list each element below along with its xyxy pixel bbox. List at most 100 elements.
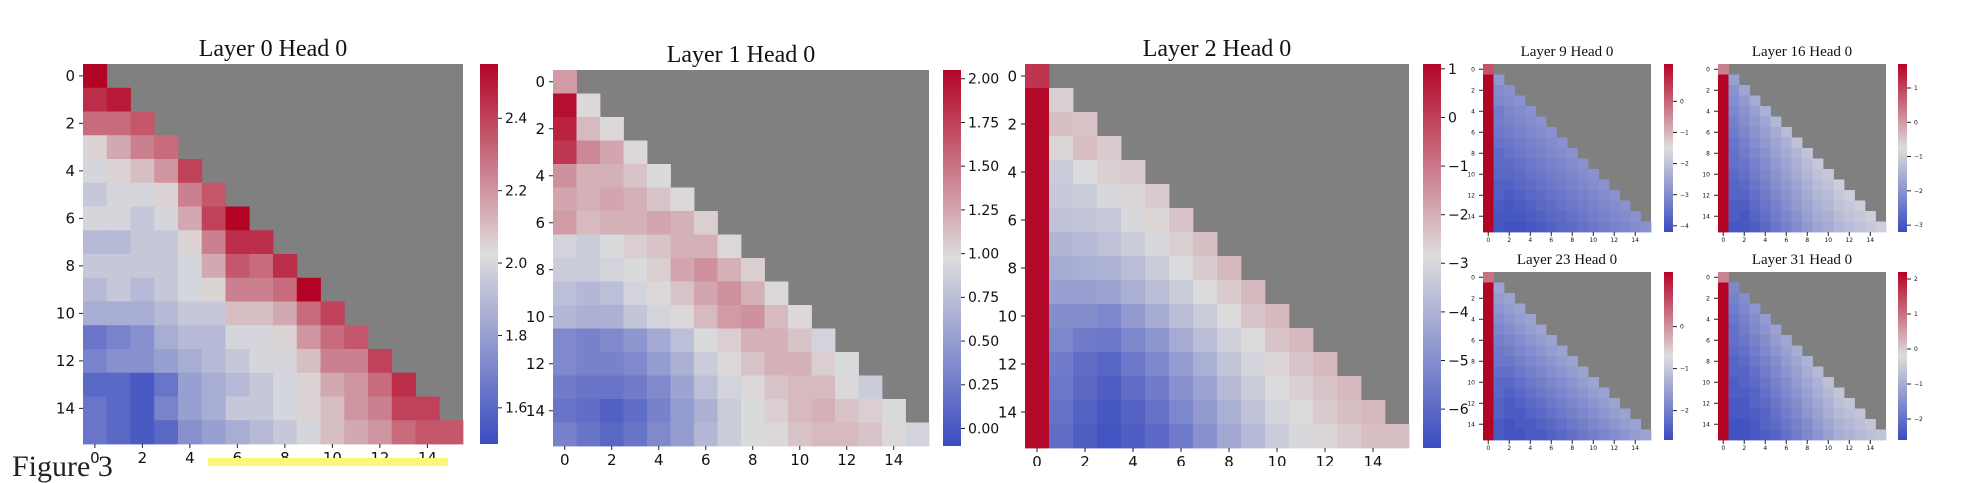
- heatmap-cell: [1577, 179, 1589, 191]
- colorbar-tick-label: −2: [1914, 416, 1923, 423]
- heatmap-cell: [320, 372, 345, 397]
- heatmap-cell: [1169, 208, 1194, 233]
- heatmap-cell: [1749, 127, 1761, 138]
- heatmap-cell: [1567, 377, 1578, 388]
- y-tick-label: 10: [1467, 379, 1475, 386]
- heatmap-cell: [154, 230, 179, 255]
- y-tick-label: 4: [1007, 163, 1017, 181]
- y-tick-label: 2: [1007, 115, 1017, 133]
- heatmap-cell: [1770, 377, 1782, 388]
- heatmap-cell: [1525, 106, 1536, 117]
- heatmap-cell: [764, 281, 789, 306]
- heatmap-cell: [1169, 256, 1194, 281]
- heatmap-cell: [1718, 148, 1729, 159]
- heatmap-cell: [1598, 408, 1610, 420]
- heatmap-cell: [670, 399, 695, 423]
- heatmap-cell: [623, 281, 648, 306]
- heatmap-cell: [576, 399, 601, 423]
- heatmap-cell: [1567, 190, 1578, 201]
- heatmap-cell: [273, 372, 298, 397]
- caption-highlight: [208, 458, 448, 466]
- heatmap-cell: [835, 375, 859, 400]
- heatmap-cell: [1749, 169, 1761, 180]
- heatmap-cell: [694, 422, 718, 447]
- heatmap-cell: [1770, 366, 1782, 378]
- x-tick-label: 12: [1315, 453, 1334, 466]
- heatmap-cell: [296, 325, 321, 350]
- heatmap-cell: [1823, 387, 1834, 399]
- heatmap-cell: [249, 396, 274, 421]
- heatmap-cell: [106, 254, 131, 279]
- x-tick-label: 10: [1589, 445, 1597, 452]
- heatmap-cell: [1781, 377, 1792, 388]
- heatmap-cell: [130, 325, 155, 350]
- heatmap-cell: [1640, 429, 1652, 441]
- y-tick-label: 14: [1467, 421, 1475, 428]
- heatmap-cell: [1760, 127, 1771, 138]
- heatmap-cell: [1749, 158, 1761, 170]
- heatmap-cell: [1241, 304, 1266, 329]
- heatmap-cell: [83, 159, 108, 184]
- heatmap-cell: [1728, 345, 1740, 357]
- heatmap-cell: [249, 325, 274, 350]
- heatmap-cell: [1145, 232, 1170, 257]
- y-tick-label: 6: [1471, 337, 1475, 344]
- heatmap-cell: [1760, 398, 1771, 409]
- heatmap-cell: [1073, 208, 1098, 233]
- heatmap-cell: [1483, 356, 1494, 367]
- x-tick-label: 2: [1742, 445, 1746, 452]
- heatmap-cell: [83, 135, 108, 160]
- heatmap-cell: [1483, 148, 1494, 159]
- heatmap-cell: [1525, 356, 1536, 367]
- heatmap-cell: [1169, 400, 1194, 425]
- heatmap-cell: [130, 301, 155, 326]
- heatmap-cell: [1241, 328, 1266, 353]
- heatmap-cell: [1749, 116, 1761, 128]
- heatmap-cell: [1504, 95, 1515, 107]
- colorbar-tick-label: −1: [1680, 130, 1689, 137]
- heatmap-cell: [1567, 398, 1578, 409]
- heatmap-cell: [1525, 158, 1536, 170]
- heatmap-cell: [1781, 429, 1792, 441]
- heatmap-cell: [1577, 408, 1589, 420]
- heatmap-cell: [600, 211, 624, 235]
- heatmap-cell: [623, 399, 648, 423]
- heatmap-cell: [1802, 148, 1813, 159]
- x-tick-label: 14: [1363, 453, 1382, 466]
- heatmap-cell: [1556, 200, 1568, 212]
- heatmap-cell: [1546, 356, 1557, 367]
- heatmap-cell: [1493, 335, 1505, 346]
- x-tick-label: 4: [654, 451, 664, 466]
- heatmap-cell: [600, 281, 624, 306]
- heatmap-cell: [1577, 211, 1589, 222]
- heatmap-cell: [1546, 169, 1557, 180]
- heatmap-cell: [1728, 95, 1740, 107]
- heatmap-cell: [273, 301, 298, 326]
- heatmap-cell: [1504, 366, 1515, 378]
- heatmap-cell: [296, 372, 321, 397]
- heatmap-cell: [1567, 179, 1578, 191]
- heatmap-cell: [1483, 221, 1494, 233]
- heatmap-cell: [415, 396, 440, 421]
- heatmap-cell: [1833, 419, 1845, 430]
- x-tick-label: 8: [1224, 453, 1234, 466]
- heatmap-cell: [1567, 429, 1578, 441]
- heatmap-cell: [1525, 419, 1536, 430]
- heatmap-cell: [1802, 429, 1813, 441]
- heatmap-cell: [1718, 211, 1729, 222]
- y-tick-label: 8: [1007, 259, 1017, 277]
- heatmap-cell: [1588, 200, 1599, 212]
- x-tick-label: 12: [1845, 445, 1853, 452]
- heatmap-cell: [1749, 190, 1761, 201]
- colorbar-tick-label: −2: [1914, 188, 1923, 195]
- heatmap-cell: [1504, 179, 1515, 191]
- heatmap-cell: [1823, 200, 1834, 212]
- heatmap-cell: [1145, 424, 1170, 449]
- heatmap-cell: [1049, 376, 1074, 401]
- heatmap-cell: [811, 328, 836, 353]
- y-tick-label: 4: [1706, 108, 1710, 115]
- heatmap-cell: [1493, 74, 1505, 86]
- heatmap-cell: [1844, 408, 1855, 420]
- heatmap-cell: [647, 422, 671, 447]
- heatmap-cell: [1073, 352, 1098, 377]
